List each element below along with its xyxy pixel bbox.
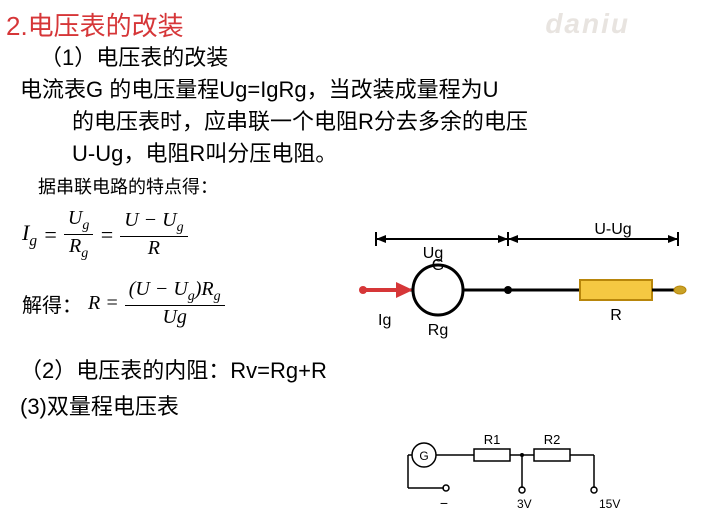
label-3v: 3V [517,497,532,511]
label-neg: − [440,495,448,511]
watermark: daniu [545,8,630,40]
body-line2: 的电压表时，应串联一个电阻R分去多余的电压 [20,106,720,138]
body-line3: U-Ug，电阻R叫分压电阻。 [20,138,720,170]
circuit-diagram-1: Ug U-Ug G Ig Rg R [358,210,698,350]
series-note: 据串联电路的特点得： [0,173,720,199]
label-15v: 15V [599,497,620,511]
body-line1: 电流表G 的电压量程Ug=IgRg，当改装成量程为U [20,74,720,106]
label-r: R [610,307,622,324]
section2: （2）电压表的内阻：Rv=Rg+R [0,353,720,385]
circuit-diagram-2: G R1 R2 15V 3V − [404,430,634,520]
label-r1: R1 [484,432,501,447]
label-rg: Rg [428,322,448,339]
label-g: G [432,257,444,274]
label-uug: U-Ug [594,221,631,238]
section1-heading: （1）电压表的改装 [20,43,720,74]
label-ig: Ig [378,312,391,329]
label-g2: G [419,449,428,463]
label-r2: R2 [544,432,561,447]
section3: (3)双量程电压表 [0,389,720,421]
